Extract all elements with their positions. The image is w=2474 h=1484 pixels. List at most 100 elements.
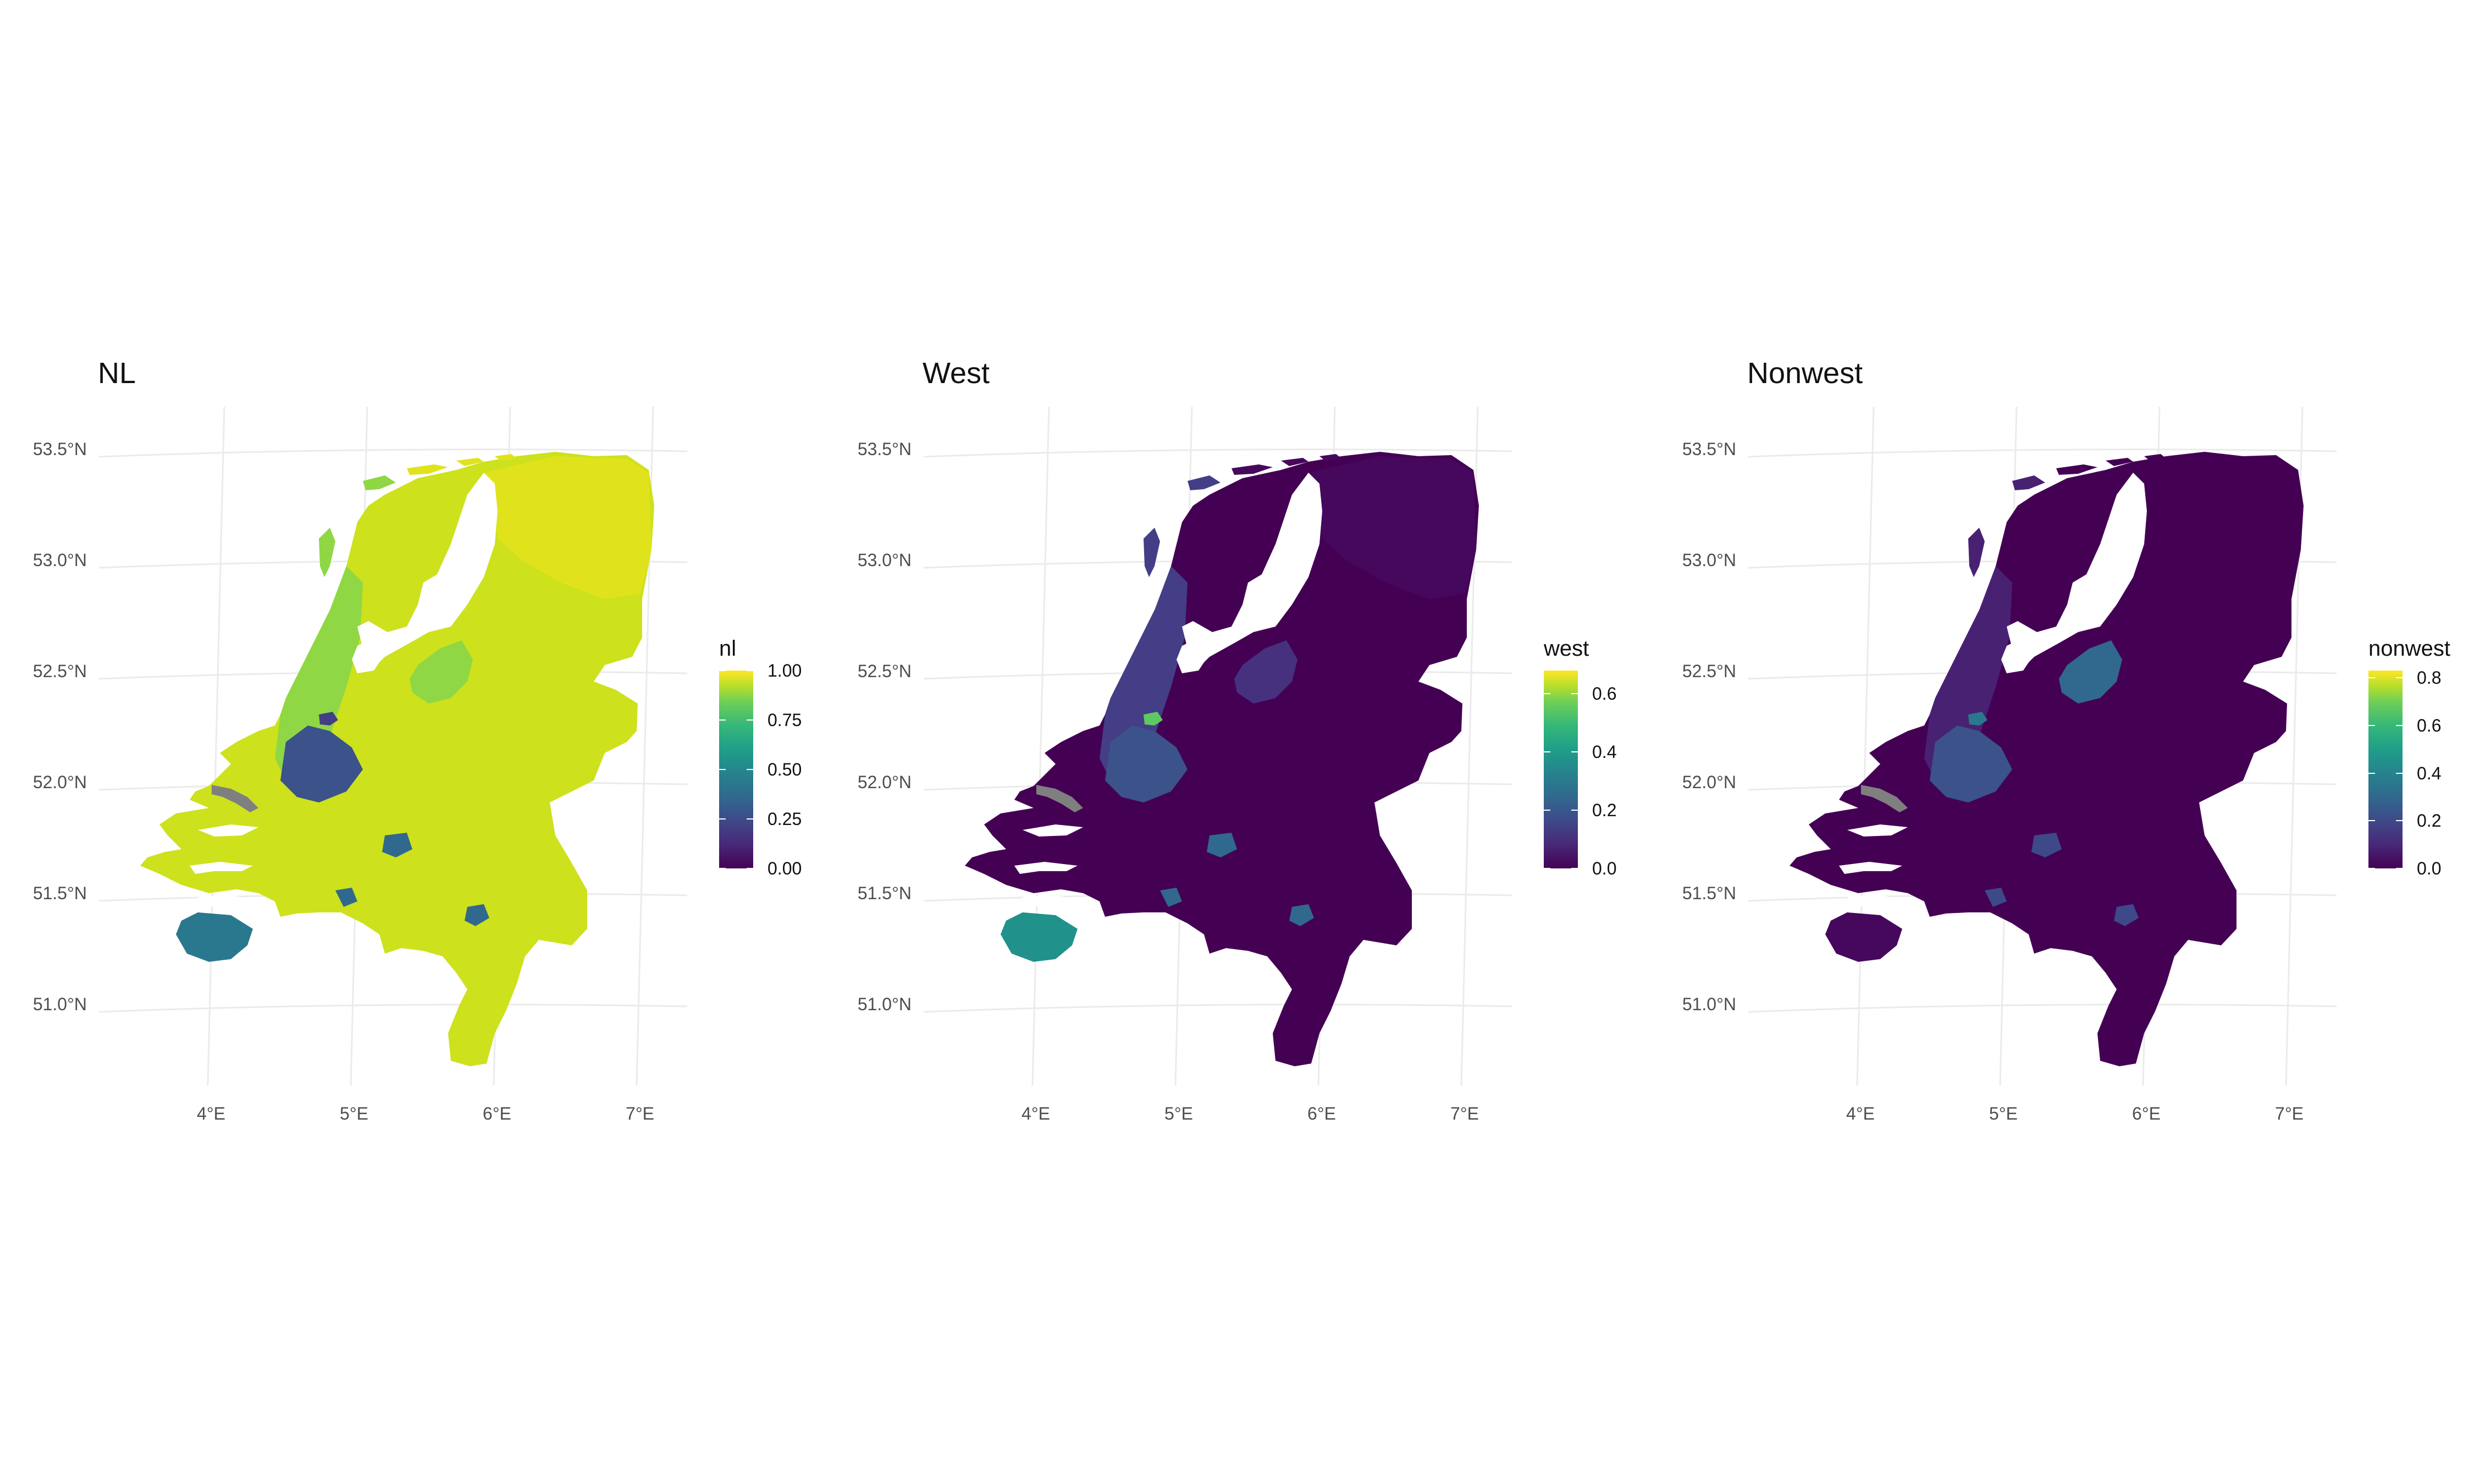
region-southspot3 [335,888,357,907]
lat-tick-label: 51.0°N [32,994,87,1014]
region-west-coast [1100,566,1188,780]
region-flevoland [2059,640,2122,704]
lat-tick-label: 51.0°N [857,994,912,1014]
region-ne-region [1308,456,1476,599]
map-panel-nonwest: Nonwest 53.5°N 53.0°N 52.5°N 52.0°N 51.5°N 51… [1649,0,2474,1484]
legend-tick-mark [2396,868,2403,869]
lon-tick-label: 5°E [1989,1104,2018,1123]
legend-tick-mark [2396,677,2403,678]
region-amsterdam [1144,712,1163,726]
lon-tick-label: 7°E [2275,1104,2304,1123]
graticule-lat-line [1748,448,2337,458]
region-amsterdam [319,712,338,726]
lat-tick-label: 52.5°N [32,661,87,681]
lat-tick-label: 52.5°N [1682,661,1736,681]
lon-tick-label: 7°E [1450,1104,1479,1123]
legend-tick-mark [2396,772,2403,774]
legend-colorbar [1544,671,1578,868]
region-southspot2 [1289,904,1314,926]
legend-tick-mark [1544,693,1550,695]
legend-tick-label: 0.75 [767,710,802,730]
graticule-lon-line [1031,406,1050,1086]
legend-tick-label: 0.2 [2417,811,2442,831]
region-missing-data [1036,785,1083,812]
region-randstad [280,726,363,802]
legend-tick-mark [2368,772,2375,774]
legend-tick-mark [747,670,753,671]
region-zeeland [176,912,253,962]
region-island4 [456,458,484,466]
region-island1 [1144,528,1160,577]
region-mainland [1790,452,2304,1066]
region-island3 [1232,464,1273,475]
water-westerschelde [1023,895,1100,908]
lon-tick-label: 7°E [626,1104,654,1123]
water-haringvliet [1847,824,1908,837]
panel-title: West [923,357,990,390]
lat-tick-label: 51.5°N [1682,883,1736,903]
region-island2 [363,475,396,490]
lat-tick-label: 53.0°N [857,550,912,570]
lat-tick-label: 53.5°N [32,439,87,459]
region-flevoland [410,640,473,704]
panel-title: Nonwest [1747,357,1863,390]
legend-tick-mark [1571,751,1578,753]
map-canvas [923,406,1512,1086]
lon-tick-label: 5°E [1164,1104,1193,1123]
region-island1 [1968,528,1985,577]
region-southspot1 [382,833,412,857]
legend-tick-label: 0.6 [2417,715,2442,735]
legend-tick-label: 0.8 [2417,668,2442,688]
lat-tick-label: 53.0°N [32,550,87,570]
lon-tick-label: 4°E [1846,1104,1875,1123]
region-west-coast [1924,566,2012,780]
legend-tick-mark [2368,677,2375,678]
region-ne-region [2133,456,2301,599]
legend-tick-mark [2368,820,2375,822]
water-ijsselmeer [2007,473,2147,668]
region-amsterdam [1968,712,1987,726]
legend-title: nl [719,636,737,661]
legend-tick-mark [747,868,753,869]
water-ijsselmeer [357,473,498,668]
region-mainland [140,452,654,1066]
legend-tick-label: 0.4 [2417,763,2442,783]
region-island4 [2106,458,2133,466]
region-randstad [1105,726,1188,802]
legend-title: west [1544,636,1589,661]
region-island3 [2056,464,2097,475]
region-randstad [1930,726,2012,802]
region-flevoland [1234,640,1297,704]
legend-tick-label: 0.50 [767,760,802,779]
region-southspot2 [2114,904,2139,926]
map-panel-nl: NL 53.5°N 53.0°N 52.5°N 52.0°N 51.5°N 51.0°N 4… [0,0,825,1484]
water-westerschelde [1847,895,1924,908]
lon-tick-label: 5°E [340,1104,368,1123]
legend-tick-mark [719,769,726,770]
legend-tick-label: 0.6 [1592,684,1617,704]
lat-tick-label: 53.5°N [857,439,912,459]
water-ijsselmeer [1182,473,1322,668]
region-island4 [1281,458,1308,466]
region-island3 [407,464,448,475]
lat-tick-label: 52.5°N [857,661,912,681]
legend-tick-mark [747,769,753,770]
panel-title: NL [98,357,136,390]
graticule-lat-line [98,1004,688,1013]
region-island2 [2012,475,2045,490]
legend-tick-label: 0.00 [767,859,802,878]
lat-tick-label: 51.0°N [1682,994,1736,1014]
lon-tick-label: 4°E [1021,1104,1050,1123]
legend-tick-mark [1571,693,1578,695]
legend-tick-mark [2396,820,2403,822]
legend-tick-label: 0.0 [1592,859,1617,878]
map-canvas [1748,406,2337,1086]
region-mainland [965,452,1479,1066]
region-ne-region [484,456,651,599]
graticule-lat-line [98,448,688,458]
graticule-lat-line [923,448,1512,458]
legend-tick-mark [719,670,726,671]
region-southspot1 [2031,833,2062,857]
legend-tick-mark [2368,868,2375,869]
region-southspot1 [1207,833,1237,857]
